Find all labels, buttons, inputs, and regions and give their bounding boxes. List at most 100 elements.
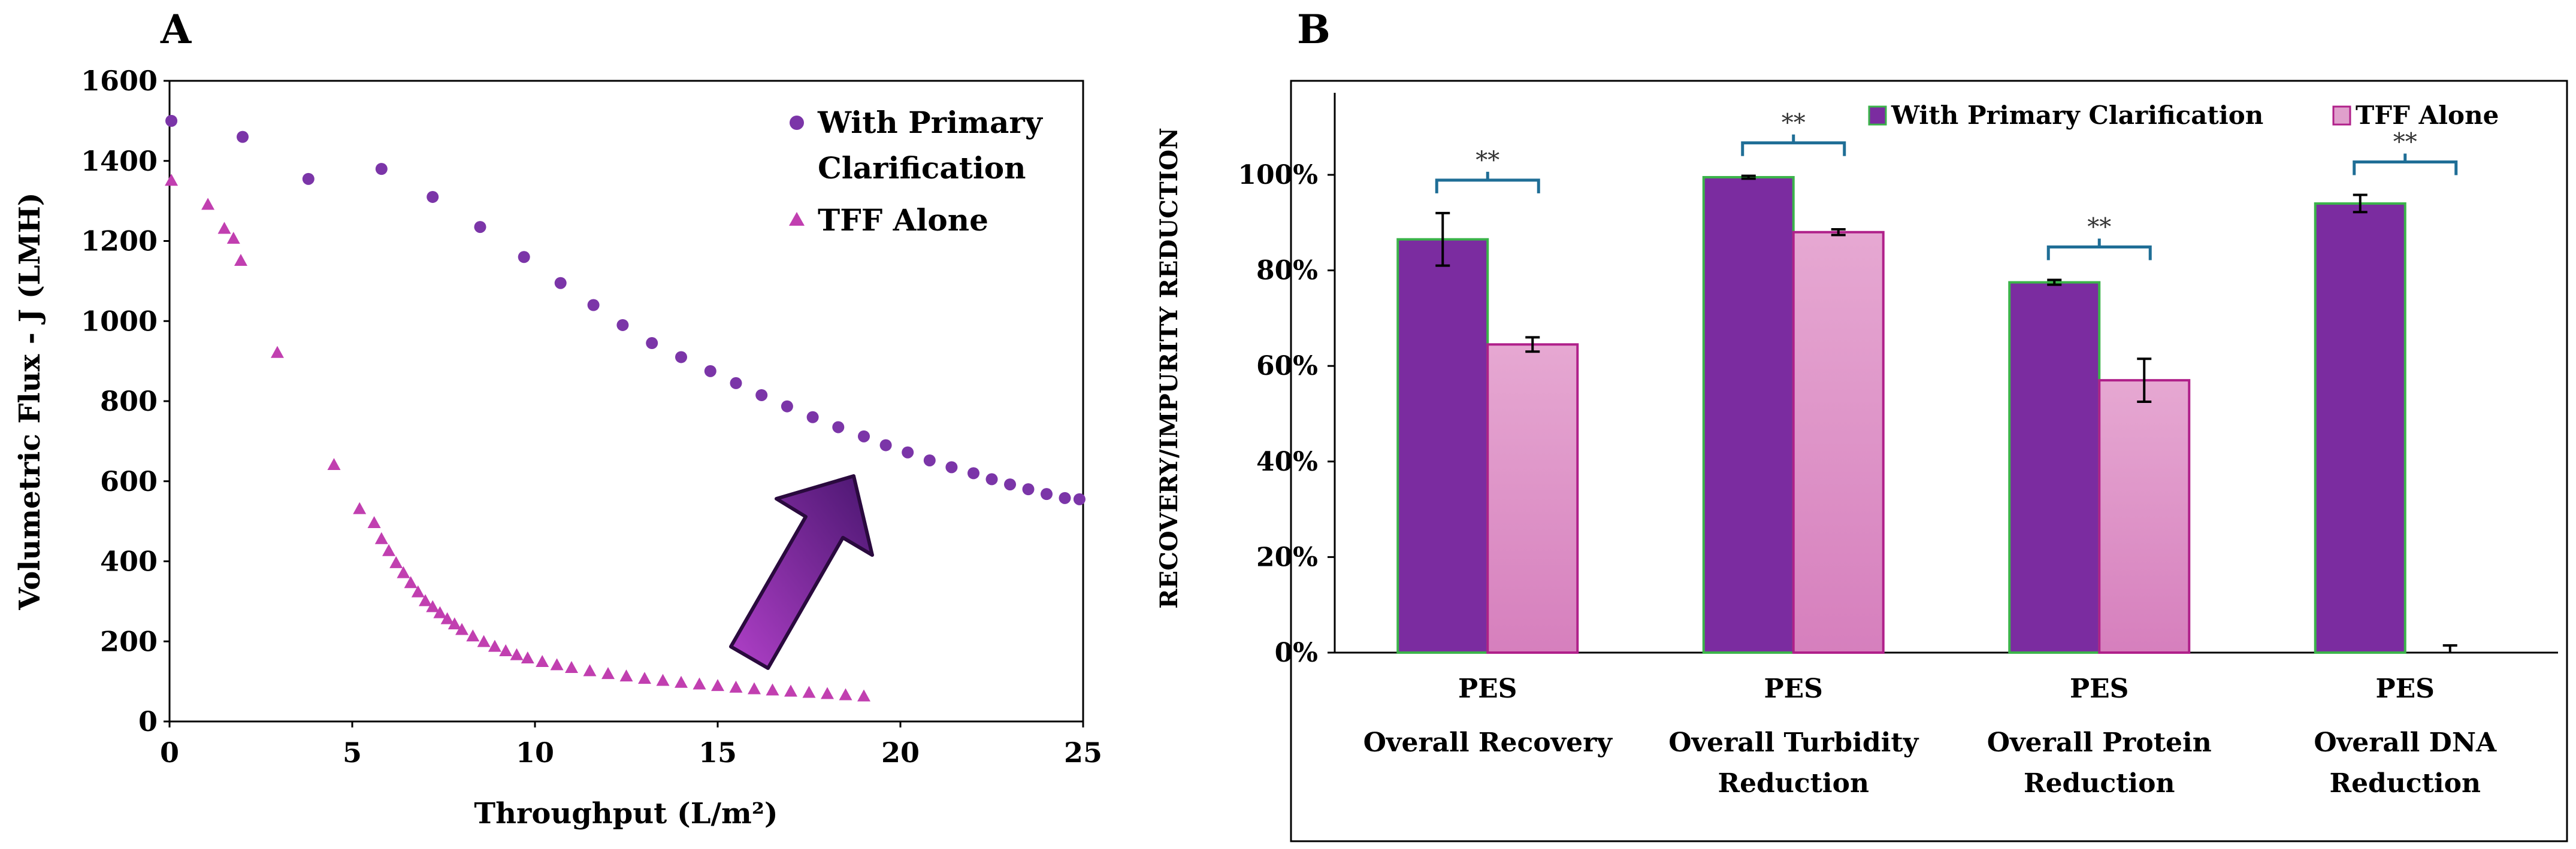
legend-label-with-primary-1: With Primary (817, 105, 1044, 140)
significance-bracket (2353, 153, 2458, 175)
y-tick-label-b: 0% (1275, 638, 1318, 668)
panel-label-b: B (1297, 6, 1331, 53)
legend-marker-with-primary (790, 116, 804, 130)
legend-swatch-with-primary (1868, 105, 1887, 126)
y-tick-label-a: 200 (100, 625, 158, 657)
y-axis-title-b: RECOVERY/IMPURITY REDUCTION (1155, 128, 1183, 609)
trend-arrow (729, 474, 874, 670)
bar-with-primary (1396, 238, 1489, 654)
category-sub-label: PES (1458, 674, 1517, 704)
category-sub-label: PES (2070, 674, 2128, 704)
plot-area-b (1290, 80, 2568, 842)
bar-with-primary (2314, 202, 2406, 654)
point-tff (565, 661, 578, 674)
significance-bracket (1741, 134, 1846, 156)
point-tff (448, 617, 461, 630)
point-tff (675, 675, 688, 688)
point-with-primary (1004, 478, 1016, 491)
legend-swatch-tff (2332, 105, 2351, 126)
point-tff (433, 606, 447, 618)
point-tff (353, 502, 367, 514)
point-with-primary (985, 473, 998, 486)
x-axis-title-text-a: Throughput (L/m²) (474, 797, 778, 830)
legend-label-tff: TFF Alone (818, 202, 988, 238)
point-with-primary (616, 319, 629, 331)
point-tff (389, 556, 403, 568)
point-tff (656, 674, 670, 686)
bar-with-primary (1702, 175, 1795, 654)
point-with-primary (832, 421, 845, 433)
point-tff (327, 458, 341, 470)
point-tff (397, 566, 410, 578)
significance-label: ** (2087, 214, 2111, 241)
point-with-primary (879, 439, 892, 451)
point-tff (165, 174, 179, 186)
point-tff (748, 682, 761, 695)
point-with-primary (781, 400, 793, 413)
point-tff (839, 688, 852, 701)
legend-marker-tff (789, 212, 805, 226)
point-tff (477, 635, 491, 647)
bar-tff (1486, 343, 1579, 654)
category-label: Reduction (2330, 768, 2481, 799)
panel-b: 0% 20% 40% 60% 80% 100% ** ** ** ** PES Overall R… (1155, 80, 2568, 842)
significance-label: ** (1476, 147, 1499, 174)
point-tff (367, 516, 381, 528)
point-tff (766, 683, 779, 696)
point-tff (693, 677, 706, 690)
point-tff (499, 644, 513, 656)
category-label: Reduction (1718, 768, 1869, 799)
x-tick-label-a: 20 (881, 736, 920, 769)
y-axis-title-a: Volumetric Flux - J (LMH) (13, 192, 47, 610)
legend-label-with-primary-2: Clarification (818, 150, 1026, 186)
point-with-primary (474, 221, 486, 234)
legend-a: With Primary Clarification TFF Alone (789, 105, 1044, 238)
y-tick-label-b: 60% (1256, 351, 1318, 381)
x-tick-label-a: 10 (516, 736, 554, 769)
point-with-primary (427, 190, 439, 203)
point-tff (510, 648, 524, 660)
y-tick-label-a: 400 (100, 545, 158, 578)
x-tick-label-a: 15 (699, 736, 737, 769)
legend-b: With Primary Clarification TFF Alone (1868, 101, 2499, 130)
y-tick-label-a: 1200 (81, 225, 158, 257)
x-tick-label-a: 25 (1064, 736, 1102, 769)
point-with-primary (945, 461, 958, 474)
point-tff (201, 198, 215, 210)
y-tick-label-b: 20% (1256, 542, 1318, 572)
point-with-primary (237, 131, 249, 143)
point-with-primary (858, 430, 870, 442)
bar-with-primary (2008, 281, 2101, 654)
point-with-primary (554, 277, 567, 289)
point-tff (583, 664, 597, 677)
point-tff (382, 544, 395, 556)
point-with-primary (755, 389, 768, 401)
y-tick-label-b: 100% (1238, 160, 1318, 190)
y-tick-label-a: 1600 (81, 65, 158, 97)
point-with-primary (806, 411, 819, 423)
x-tick-label-a: 0 (160, 736, 179, 769)
category-sub-label: PES (1764, 674, 1823, 704)
point-tff (404, 576, 418, 589)
significance-bracket (1435, 171, 1540, 193)
legend-label-tff-b: TFF Alone (2356, 101, 2499, 130)
point-tff (536, 655, 549, 668)
point-with-primary (1022, 483, 1035, 496)
category-label: Overall DNA (2314, 727, 2497, 758)
panel-a: 0 200 400 600 800 1000 1200 1400 1600 0 5 10 15 20 25… (13, 65, 1102, 830)
point-with-primary (165, 114, 178, 127)
point-tff (234, 253, 247, 266)
point-tff (270, 345, 284, 358)
point-with-primary (518, 251, 530, 263)
category-label: Reduction (2024, 768, 2175, 799)
point-tff (784, 684, 797, 697)
point-with-primary (967, 467, 979, 480)
point-tff (419, 594, 432, 607)
point-with-primary (375, 163, 388, 175)
point-tff (374, 532, 388, 544)
point-tff (217, 222, 231, 234)
point-tff (488, 639, 501, 652)
point-tff (550, 658, 564, 671)
panel-label-a: A (160, 6, 192, 53)
